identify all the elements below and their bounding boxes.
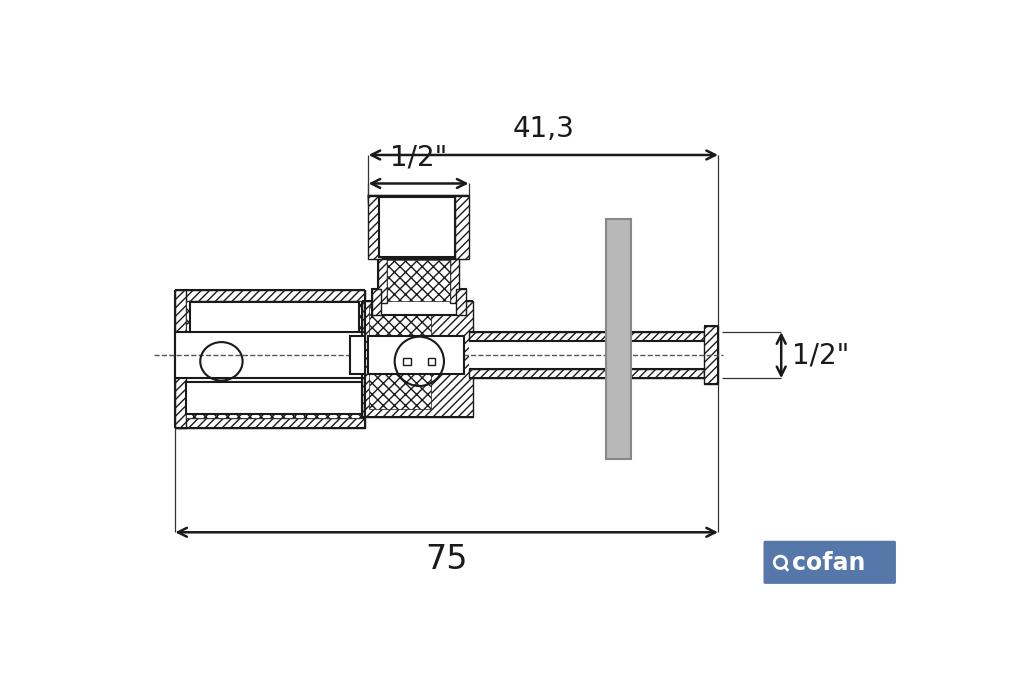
Text: 1/2": 1/2" (792, 341, 849, 369)
Bar (379, 197, 455, 257)
Bar (469, 332, 705, 341)
Bar (361, 301, 473, 417)
Bar (186, 382, 361, 415)
Text: 41,3: 41,3 (512, 115, 574, 143)
Polygon shape (369, 196, 469, 259)
Bar (378, 259, 387, 303)
Bar (428, 357, 435, 365)
Bar (403, 357, 411, 365)
Bar (387, 261, 451, 301)
Bar (186, 382, 366, 417)
Bar (175, 332, 366, 379)
Bar (189, 302, 359, 338)
Text: 75: 75 (425, 543, 468, 576)
Bar (370, 367, 431, 409)
FancyBboxPatch shape (764, 541, 896, 584)
Bar (372, 289, 466, 315)
Bar (469, 369, 705, 379)
Bar (451, 259, 460, 303)
Bar (705, 326, 718, 385)
Text: cofan: cofan (792, 551, 865, 575)
Bar (186, 301, 366, 338)
Bar (378, 259, 460, 303)
Bar (372, 289, 381, 315)
Text: 1/2": 1/2" (390, 143, 447, 171)
Bar (455, 196, 469, 259)
Bar (370, 305, 431, 351)
Bar (469, 341, 705, 369)
Bar (457, 289, 466, 315)
Bar (606, 219, 631, 459)
Bar (175, 417, 366, 428)
Bar (350, 336, 366, 374)
Bar (175, 290, 186, 428)
Bar (175, 290, 366, 301)
Bar (369, 196, 382, 259)
Bar (368, 336, 464, 374)
